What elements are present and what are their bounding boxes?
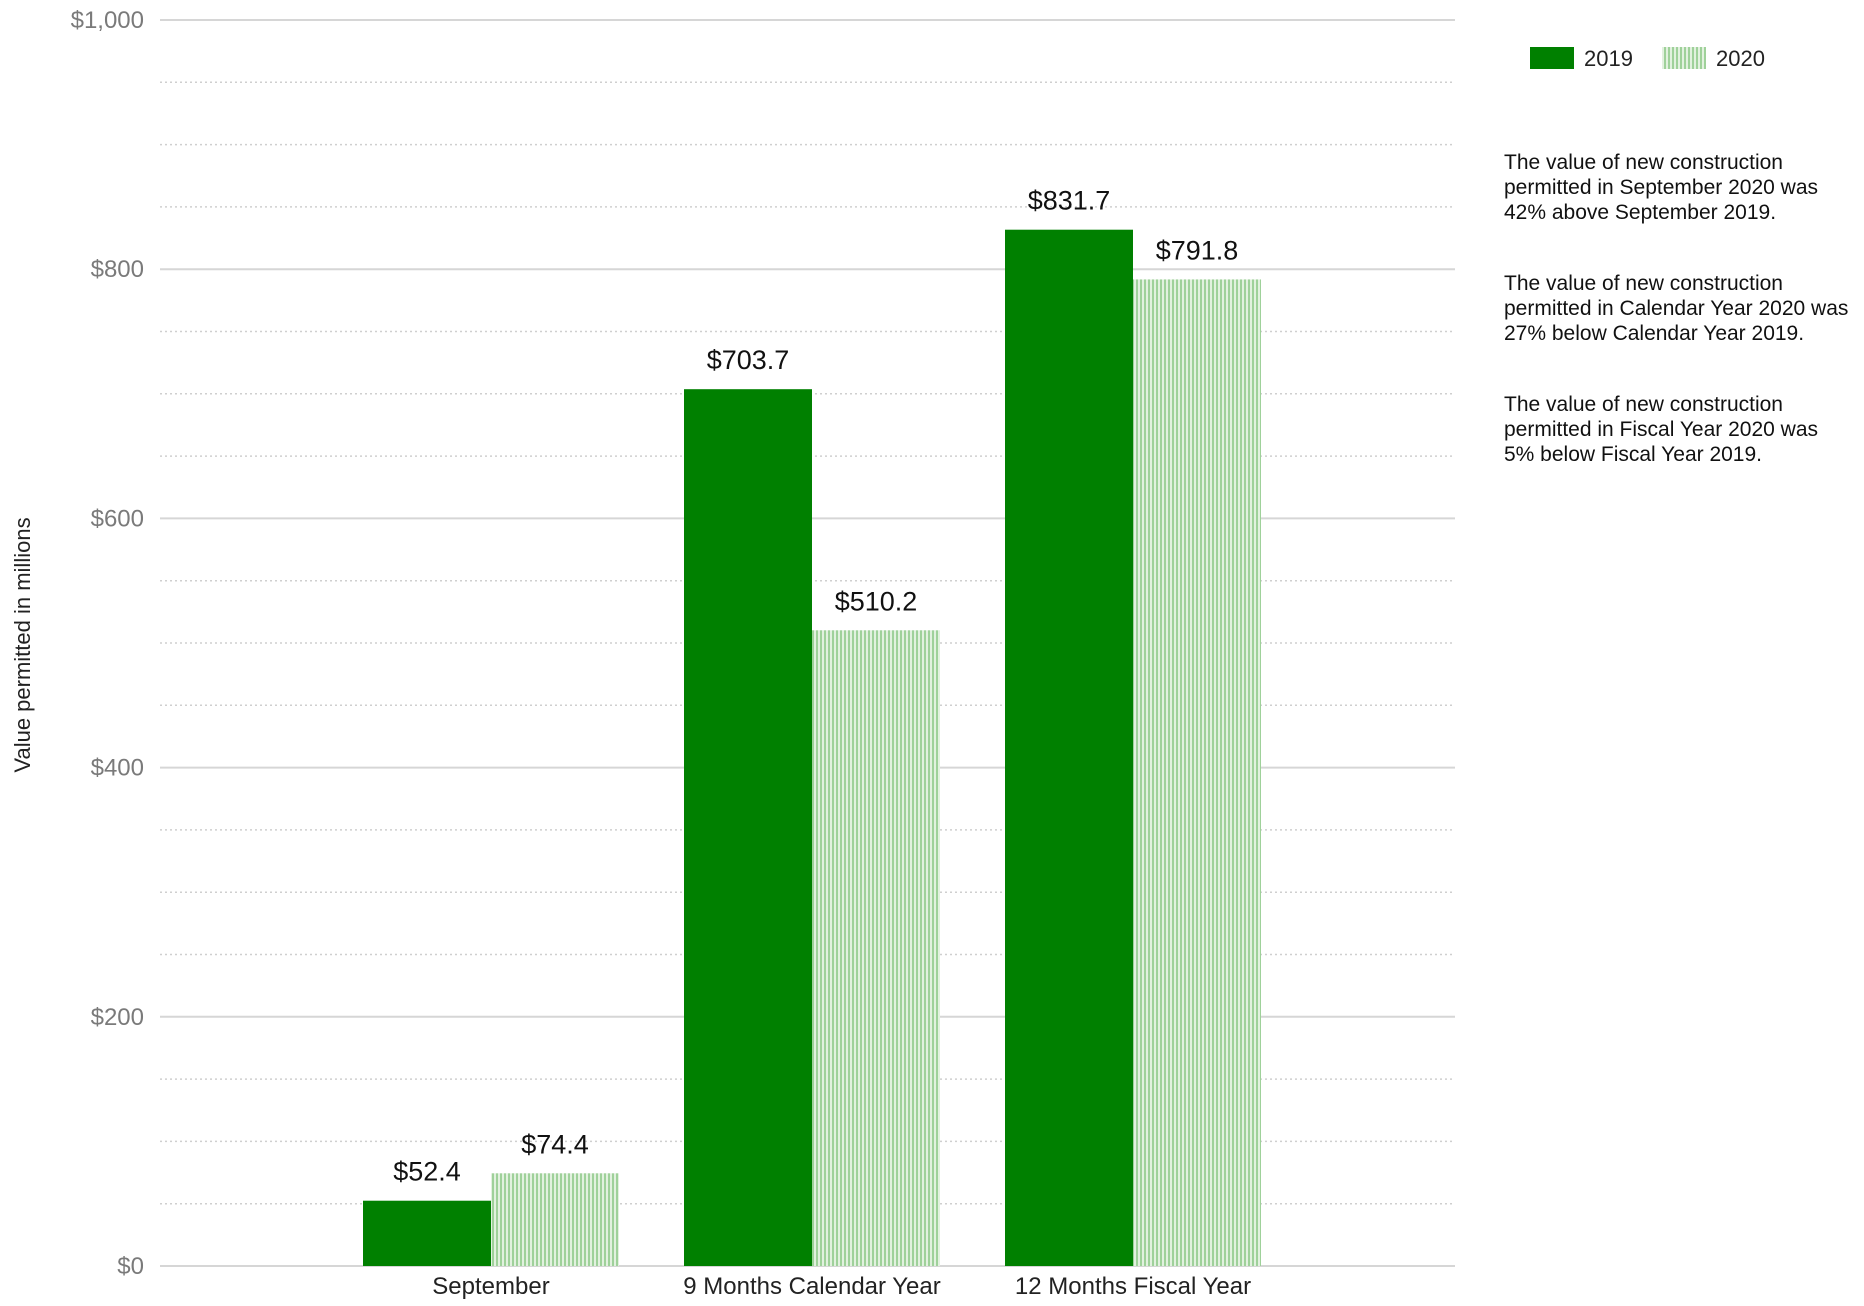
- y-tick-label: $1,000: [71, 7, 144, 34]
- bar-2019-0[interactable]: [363, 1200, 491, 1266]
- data-label-2019-0: $52.4: [393, 1157, 461, 1187]
- bar-2019-2[interactable]: [1005, 229, 1133, 1267]
- y-tick-label: $400: [91, 755, 144, 782]
- data-label-2019-1: $703.7: [707, 345, 790, 375]
- legend-item-2019[interactable]: 2019: [1530, 46, 1633, 71]
- data-label-2020-1: $510.2: [835, 586, 918, 616]
- data-label-2020-0: $74.4: [521, 1129, 589, 1159]
- data-label-2020-2: $791.8: [1156, 235, 1239, 265]
- data-labels: $52.4 $74.4 $703.7 $510.2 $831.7 $791.8: [393, 186, 1238, 1187]
- notes-panel: The value of new construction permitted …: [1504, 150, 1854, 513]
- x-category-label: 9 Months Calendar Year: [683, 1273, 941, 1300]
- bar-2020-0[interactable]: [491, 1173, 619, 1266]
- y-tick-label: $800: [91, 256, 144, 283]
- note-september: The value of new construction permitted …: [1504, 151, 1819, 224]
- y-tick-label: $600: [91, 505, 144, 532]
- legend-label: 2020: [1716, 46, 1765, 71]
- legend-swatch: [1530, 47, 1574, 69]
- note-fiscal-year: The value of new construction permitted …: [1504, 393, 1819, 466]
- x-category-label: 12 Months Fiscal Year: [1015, 1273, 1251, 1300]
- y-tick-label: $200: [91, 1004, 144, 1031]
- legend-item-2020[interactable]: 2020: [1662, 46, 1765, 71]
- bar-2020-2[interactable]: [1133, 279, 1261, 1266]
- data-label-2019-2: $831.7: [1028, 186, 1111, 216]
- legend-label: 2019: [1584, 46, 1633, 71]
- legend-swatch: [1662, 47, 1706, 69]
- legend[interactable]: 2019 2020: [1530, 46, 1765, 71]
- note-calendar-year: The value of new construction permitted …: [1504, 272, 1849, 345]
- bars: [363, 229, 1261, 1267]
- bar-2019-1[interactable]: [684, 389, 812, 1266]
- x-axis-categories: September 9 Months Calendar Year 12 Months…: [432, 1273, 1251, 1300]
- y-axis-ticks: $0 $200 $400 $600 $800 $1,000: [71, 7, 144, 1280]
- y-axis-label: Value permitted in millions: [10, 517, 35, 772]
- x-category-label: September: [432, 1273, 549, 1300]
- y-tick-label: $0: [117, 1253, 144, 1280]
- bar-2020-1[interactable]: [812, 630, 940, 1266]
